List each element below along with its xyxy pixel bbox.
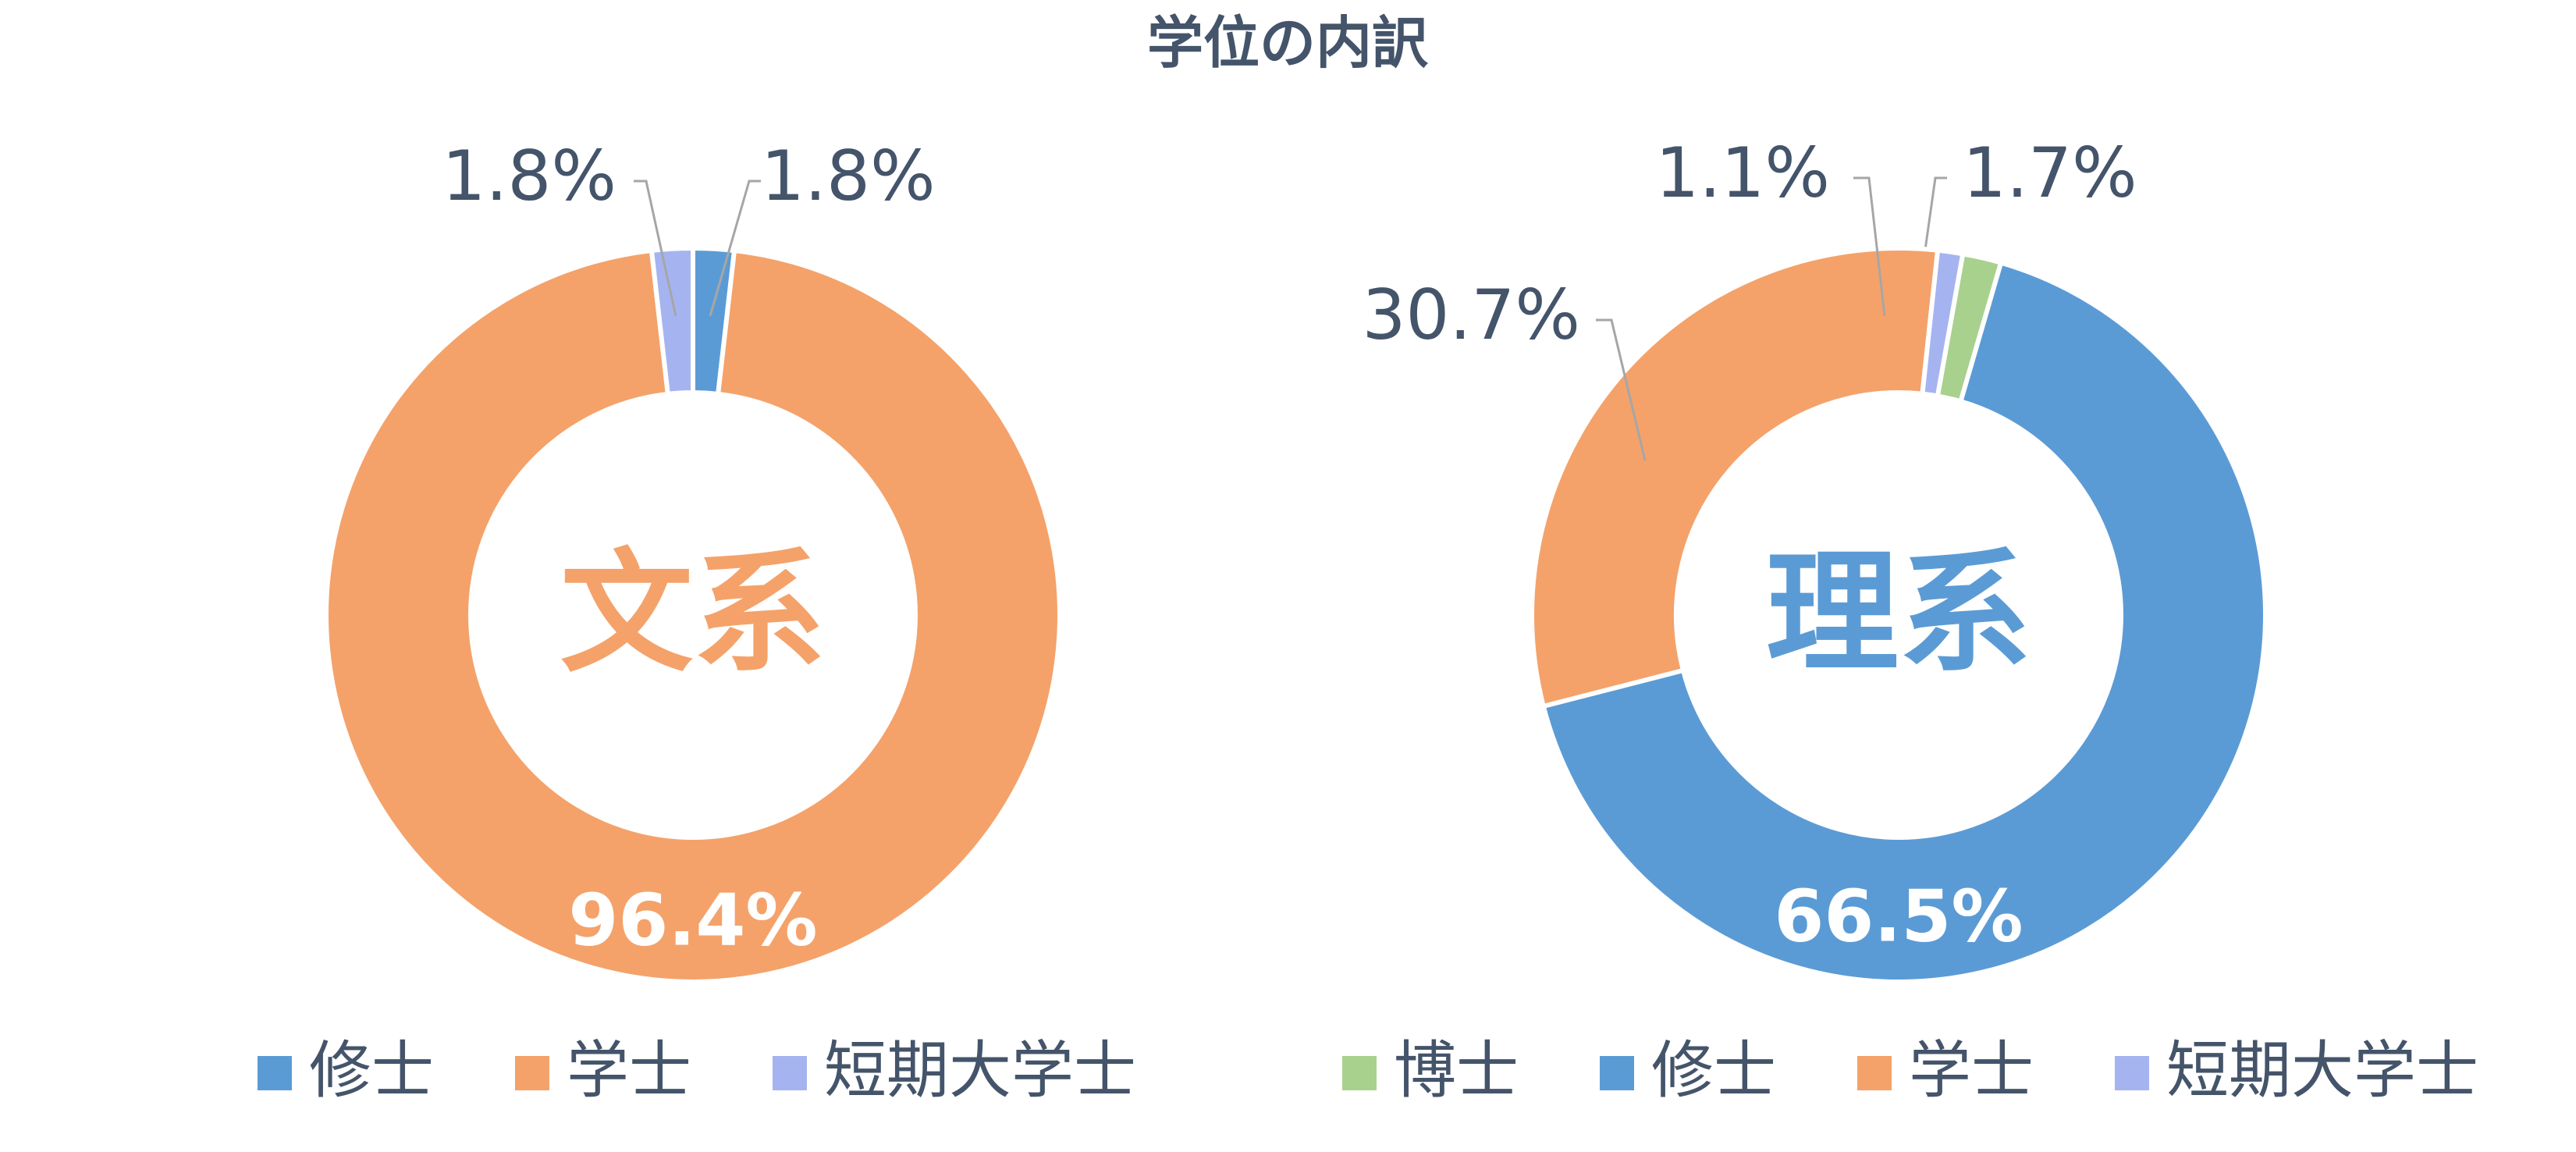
- legend-label: 修士: [1651, 1034, 1776, 1107]
- slice-修士: [1540, 259, 2268, 984]
- legend: 博士 修士 学士 短期大学士: [1342, 1034, 2478, 1107]
- legend-label: 博士: [1394, 1034, 1519, 1107]
- data-label: 1.7%: [1963, 133, 2137, 213]
- slice-学士: [1530, 246, 1941, 709]
- leader-line: [709, 180, 761, 317]
- legend-swatch: [1600, 1056, 1634, 1090]
- center-label: 理系: [1766, 536, 2031, 691]
- legend-label: 学士: [1909, 1034, 2034, 1107]
- legend-swatch: [515, 1056, 549, 1090]
- legend: 修士 学士 短期大学士: [258, 1034, 1136, 1107]
- legend-label: 学士: [567, 1034, 691, 1107]
- legend-label: 修士: [309, 1034, 434, 1107]
- legend-swatch: [258, 1056, 292, 1090]
- leader-line: [1596, 318, 1647, 461]
- data-label: 30.7%: [1362, 275, 1580, 355]
- legend-swatch: [1342, 1056, 1377, 1090]
- slice-学士: [324, 247, 1062, 984]
- slice-短期大学士: [1920, 247, 1966, 399]
- legend-label: 短期大学士: [2166, 1034, 2478, 1107]
- center-label: 文系: [560, 536, 826, 691]
- leader-line: [634, 180, 677, 317]
- data-label: 1.1%: [1655, 133, 1830, 213]
- data-label: 66.5%: [1774, 874, 2023, 958]
- legend-swatch: [1857, 1056, 1892, 1090]
- slice-短期大学士: [648, 245, 695, 397]
- legend-label: 短期大学士: [824, 1034, 1136, 1107]
- chart-title: 学位の内訳: [1147, 10, 1429, 76]
- data-label: 1.8%: [761, 136, 936, 216]
- leader-line: [1853, 176, 1886, 317]
- legend-swatch: [773, 1056, 807, 1090]
- data-label: 1.8%: [442, 136, 616, 216]
- legend-swatch: [2115, 1056, 2149, 1090]
- data-label: 96.4%: [568, 878, 817, 962]
